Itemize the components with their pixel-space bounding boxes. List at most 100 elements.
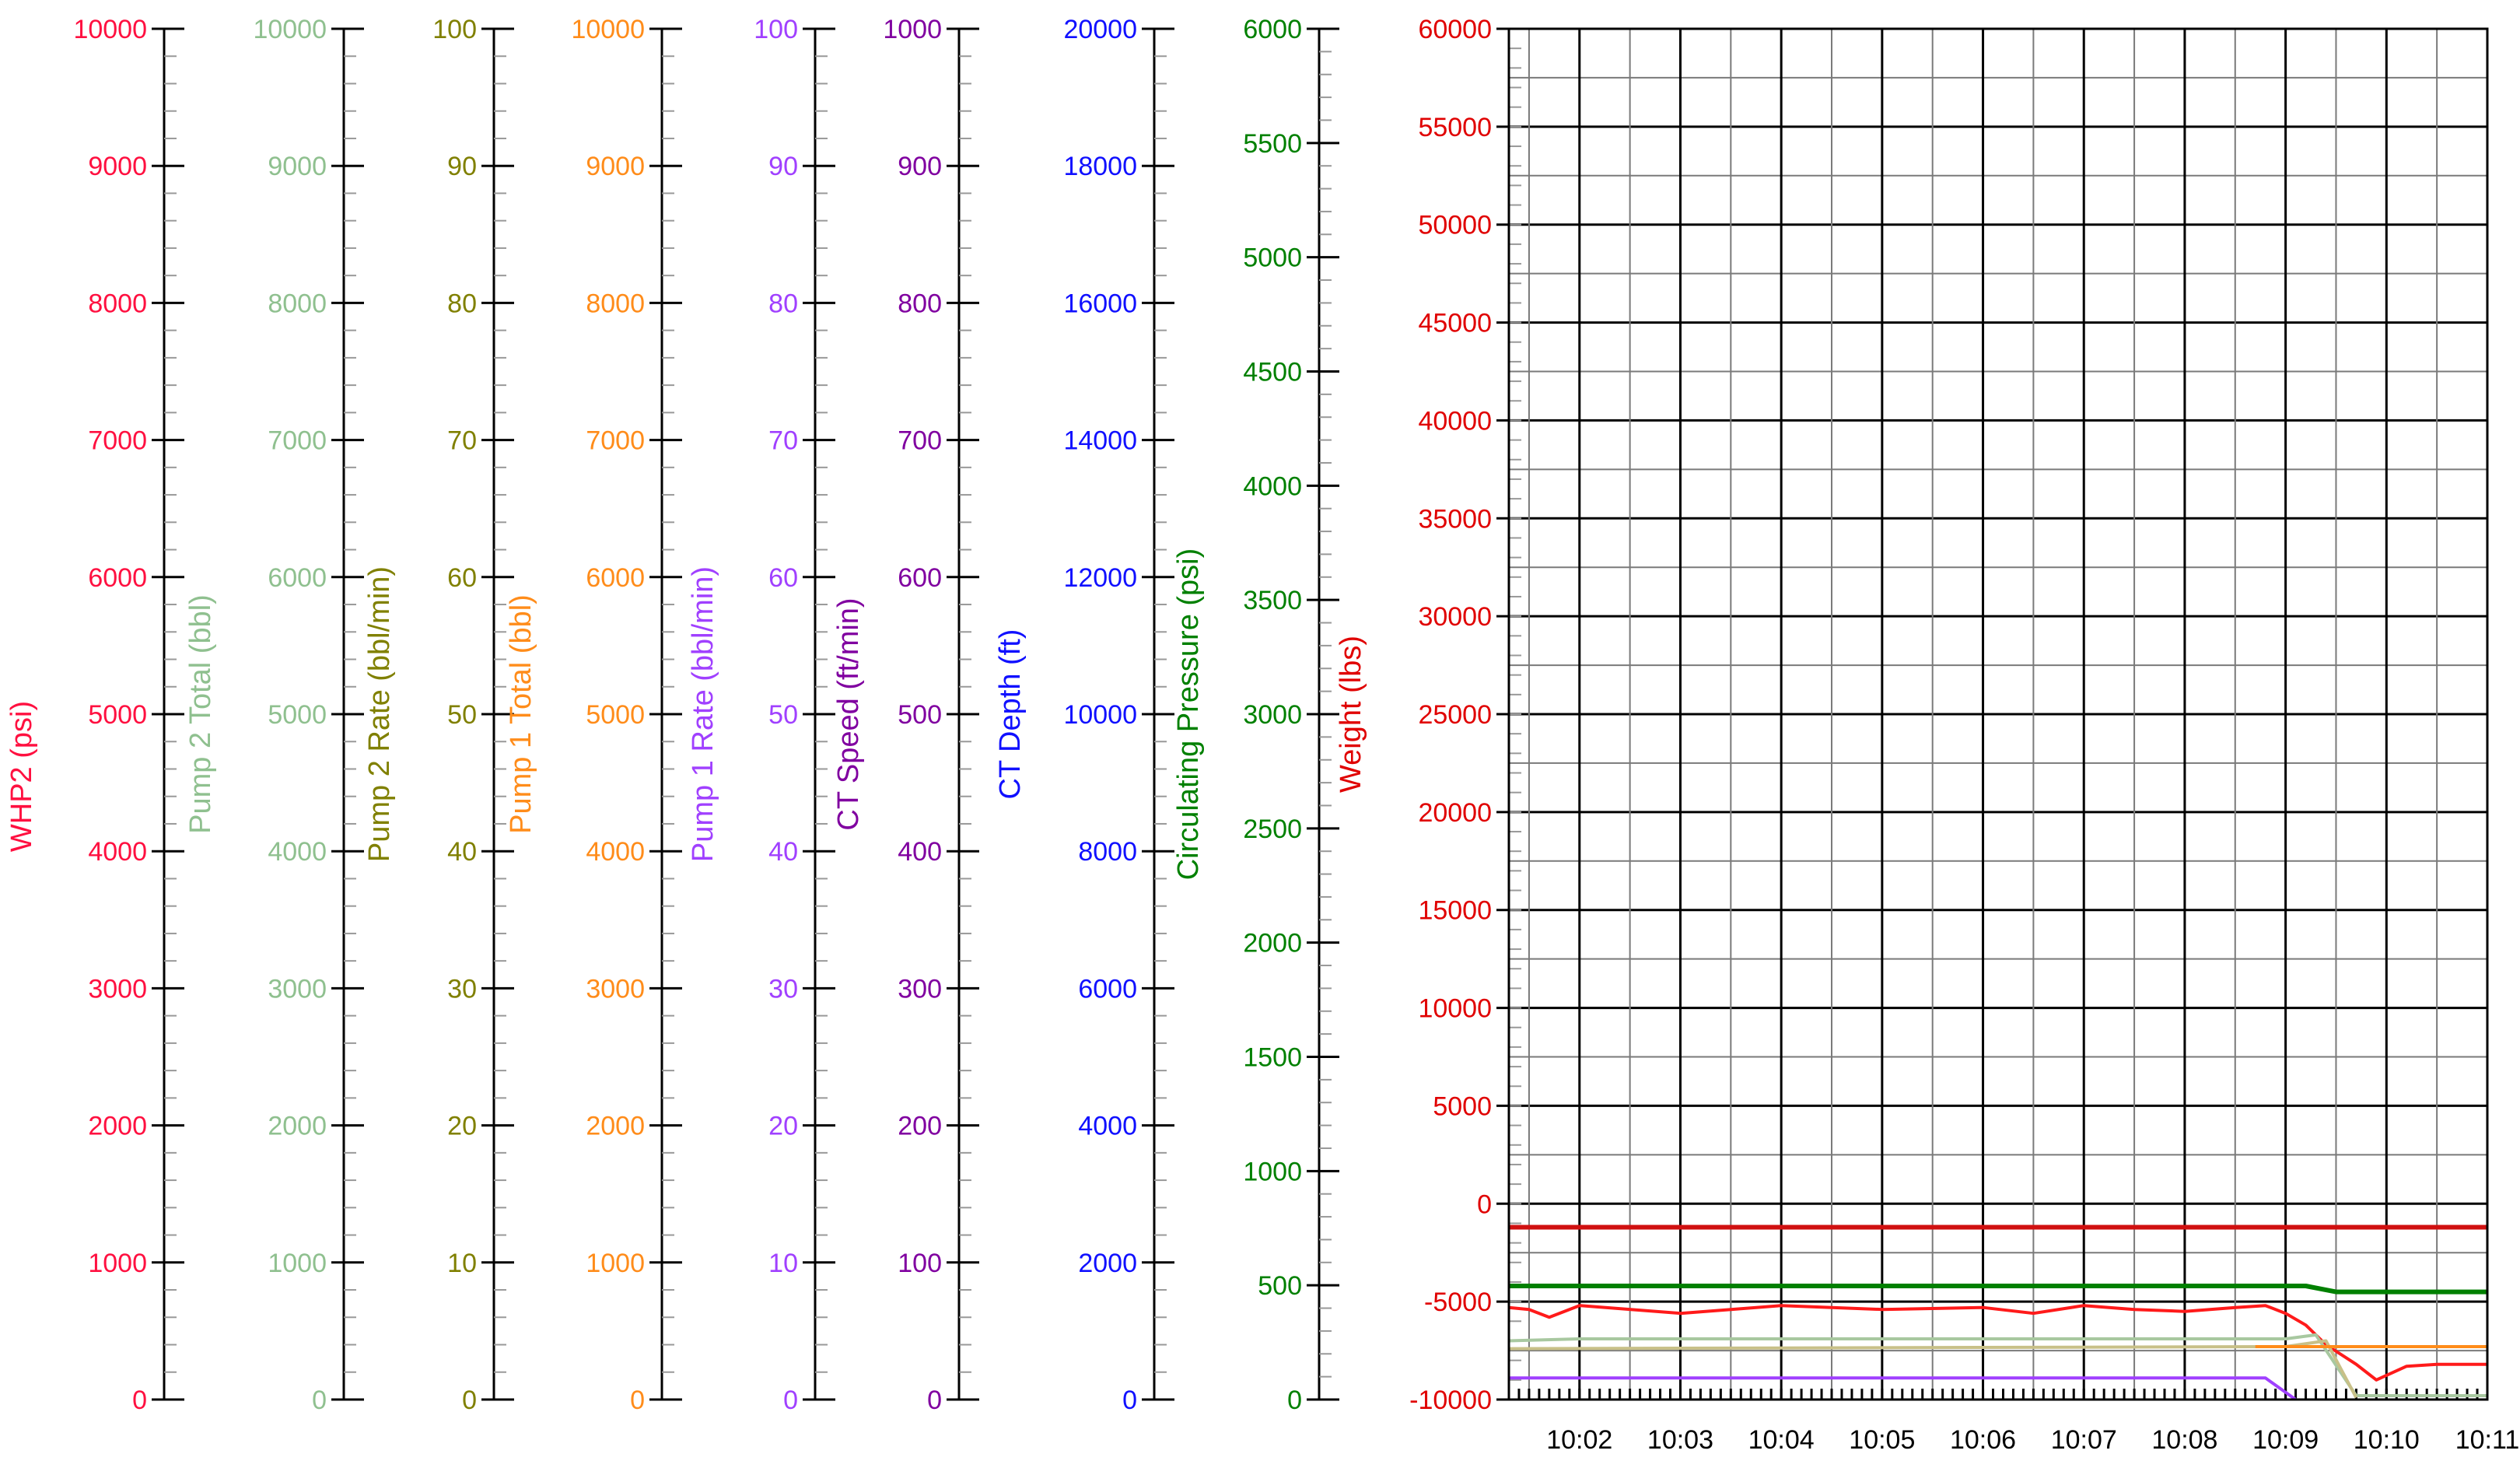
tick-label-ctdep: 6000 — [1078, 974, 1137, 1004]
axis-title-p2tot: Pump 2 Total (bbl) — [184, 594, 217, 834]
tick-label-ctspd: 0 — [927, 1386, 942, 1415]
x-tick-label: 10:07 — [2051, 1425, 2117, 1455]
tick-label-circ: 1000 — [1243, 1157, 1302, 1186]
axis-title-wt: Weight (lbs) — [1335, 636, 1367, 793]
tick-label-circ: 3000 — [1243, 700, 1302, 730]
tick-label-p1rate: 20 — [768, 1112, 798, 1141]
tick-label-ctspd: 300 — [898, 974, 942, 1004]
tick-label-ctdep: 20000 — [1063, 15, 1137, 44]
tick-label-ctdep: 2000 — [1078, 1249, 1137, 1278]
tick-label-ctdep: 16000 — [1063, 289, 1137, 318]
tick-label-p1tot: 1000 — [586, 1249, 645, 1278]
x-tick-label: 10:11 — [2455, 1425, 2520, 1455]
tick-label-p1rate: 70 — [768, 426, 798, 456]
tick-label-p2tot: 8000 — [268, 289, 327, 318]
tick-label-p2rate: 70 — [447, 426, 477, 456]
tick-label-whp2: 1000 — [88, 1249, 147, 1278]
tick-label-wt: 50000 — [1418, 211, 1492, 240]
tick-label-wt: 10000 — [1418, 994, 1492, 1024]
tick-label-p2tot: 9000 — [268, 152, 327, 181]
tick-label-circ: 500 — [1258, 1271, 1302, 1301]
tick-label-whp2: 8000 — [88, 289, 147, 318]
tick-label-wt: -5000 — [1424, 1288, 1492, 1317]
tick-label-p2rate: 0 — [462, 1386, 477, 1415]
tick-label-p1rate: 40 — [768, 837, 798, 867]
tick-label-p1rate: 60 — [768, 563, 798, 593]
tick-label-p2tot: 0 — [312, 1386, 327, 1415]
x-tick-label: 10:02 — [1546, 1425, 1612, 1455]
tick-label-whp2: 7000 — [88, 426, 147, 456]
tick-label-ctspd: 400 — [898, 837, 942, 867]
axis-title-p1tot: Pump 1 Total (bbl) — [505, 594, 537, 834]
tick-label-ctspd: 1000 — [883, 15, 942, 44]
tick-label-ctspd: 800 — [898, 289, 942, 318]
tick-label-ctdep: 4000 — [1078, 1112, 1137, 1141]
tick-label-wt: 5000 — [1433, 1091, 1492, 1121]
tick-label-p2rate: 20 — [447, 1112, 477, 1141]
tick-label-whp2: 3000 — [88, 974, 147, 1004]
plot-border — [1507, 27, 2489, 1401]
tick-label-wt: -10000 — [1409, 1386, 1492, 1415]
tick-label-circ: 2000 — [1243, 929, 1302, 958]
tick-label-ctdep: 8000 — [1078, 837, 1137, 867]
tick-label-ctspd: 500 — [898, 700, 942, 730]
tick-label-p1rate: 80 — [768, 289, 798, 318]
x-tick-label: 10:05 — [1849, 1425, 1915, 1455]
tick-label-whp2: 9000 — [88, 152, 147, 181]
tick-label-p2tot: 5000 — [268, 700, 327, 730]
tick-label-p2tot: 3000 — [268, 974, 327, 1004]
tick-label-circ: 5000 — [1243, 243, 1302, 273]
tick-label-p2rate: 30 — [447, 974, 477, 1004]
tick-label-p1tot: 3000 — [586, 974, 645, 1004]
tick-label-p2tot: 2000 — [268, 1112, 327, 1141]
tick-label-circ: 2500 — [1243, 815, 1302, 844]
tick-label-p1rate: 30 — [768, 974, 798, 1004]
tick-label-p2tot: 6000 — [268, 563, 327, 593]
tick-label-whp2: 4000 — [88, 837, 147, 867]
series-line-3 — [1508, 1333, 2487, 1397]
tick-label-wt: 25000 — [1418, 700, 1492, 730]
tick-label-p2rate: 100 — [432, 15, 477, 44]
axis-title-p1rate: Pump 1 Rate (bbl/min) — [687, 566, 719, 862]
tick-label-ctspd: 100 — [898, 1249, 942, 1278]
tick-label-circ: 0 — [1287, 1386, 1302, 1415]
x-tick-label: 10:03 — [1647, 1425, 1713, 1455]
tick-label-p1tot: 6000 — [586, 563, 645, 593]
tick-label-p1tot: 4000 — [586, 837, 645, 867]
tick-label-p2rate: 90 — [447, 152, 477, 181]
tick-label-p1tot: 5000 — [586, 700, 645, 730]
tick-label-ctspd: 700 — [898, 426, 942, 456]
tick-label-ctspd: 600 — [898, 563, 942, 593]
tick-label-ctdep: 10000 — [1063, 700, 1137, 730]
tick-label-ctdep: 14000 — [1063, 426, 1137, 456]
x-tick-label: 10:04 — [1748, 1425, 1815, 1455]
tick-label-p2tot: 4000 — [268, 837, 327, 867]
tick-label-whp2: 0 — [132, 1386, 147, 1415]
series-line-2 — [1508, 1304, 2487, 1382]
tick-label-circ: 1500 — [1243, 1043, 1302, 1073]
tick-label-ctdep: 0 — [1122, 1386, 1137, 1415]
tick-label-p1rate: 90 — [768, 152, 798, 181]
tick-label-p2rate: 80 — [447, 289, 477, 318]
tick-label-p2tot: 7000 — [268, 426, 327, 456]
tick-label-p1tot: 10000 — [571, 15, 645, 44]
tick-label-circ: 6000 — [1243, 15, 1302, 44]
axis-title-whp2: WHP2 (psi) — [5, 701, 38, 852]
tick-label-ctspd: 900 — [898, 152, 942, 181]
tick-label-whp2: 5000 — [88, 700, 147, 730]
tick-label-wt: 55000 — [1418, 113, 1492, 142]
x-tick-label: 10:09 — [2252, 1425, 2319, 1455]
x-tick-label: 10:06 — [1950, 1425, 2016, 1455]
tick-label-circ: 4000 — [1243, 471, 1302, 501]
tick-label-wt: 45000 — [1418, 309, 1492, 338]
tick-label-whp2: 2000 — [88, 1112, 147, 1141]
tick-label-p2rate: 60 — [447, 563, 477, 593]
tick-label-ctdep: 18000 — [1063, 152, 1137, 181]
x-tick-label: 10:10 — [2354, 1425, 2420, 1455]
tick-label-p1rate: 100 — [754, 15, 798, 44]
tick-label-circ: 4500 — [1243, 358, 1302, 387]
tick-label-whp2: 6000 — [88, 563, 147, 593]
tick-label-p1tot: 0 — [630, 1386, 645, 1415]
